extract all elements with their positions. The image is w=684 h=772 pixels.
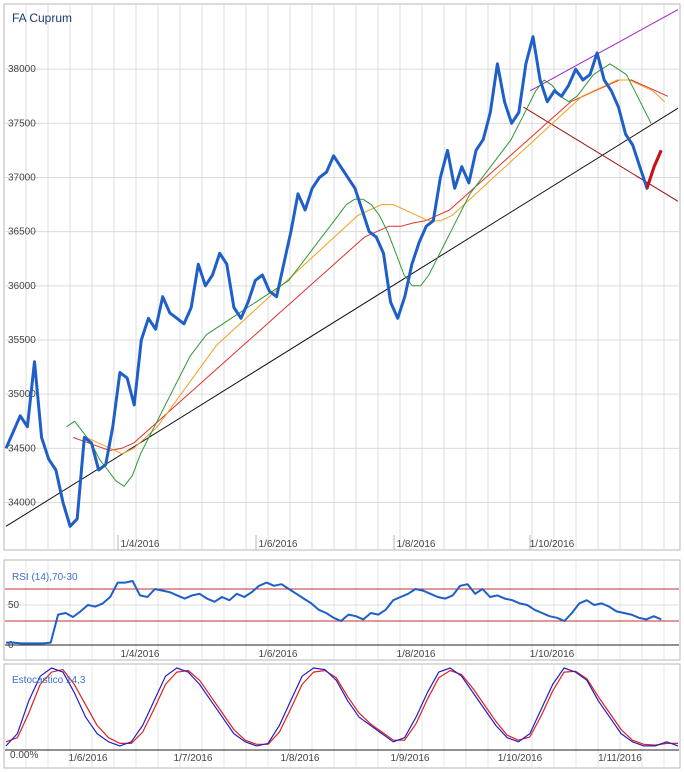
stoch-x-tick-label: 1/7/2016 bbox=[174, 753, 213, 764]
panel-frame-3 bbox=[3, 663, 681, 769]
main-y-tick-label: 34000 bbox=[8, 498, 36, 509]
stoch-y-tick-label: 0.00% bbox=[10, 750, 38, 761]
series-price-latest bbox=[645, 149, 663, 189]
rsi-line bbox=[6, 580, 662, 645]
trendline-support bbox=[5, 107, 679, 527]
stoch-x-tick-label: 1/8/2016 bbox=[281, 753, 320, 764]
trendline-upper bbox=[529, 9, 679, 92]
main-y-tick-label: 34500 bbox=[8, 443, 36, 454]
stoch-x-tick-label: 1/10/2016 bbox=[498, 753, 543, 764]
series-ma_medium bbox=[86, 79, 665, 455]
main-y-tick-label: 36500 bbox=[8, 227, 36, 238]
stoch-title: Estocástico 14,3 bbox=[12, 675, 86, 686]
main-x-tick-label: 1/6/2016 bbox=[259, 539, 298, 550]
panel-frame-1 bbox=[3, 3, 681, 551]
stoch-x-tick-label: 1/11/2016 bbox=[598, 753, 642, 764]
rsi-x-tick-label: 1/10/2016 bbox=[530, 649, 575, 660]
main-y-tick-label: 38000 bbox=[8, 64, 36, 75]
stoch-x-tick-label: 1/9/2016 bbox=[391, 753, 430, 764]
rsi-title: RSI (14),70-30 bbox=[12, 572, 78, 583]
rsi-x-tick-label: 1/4/2016 bbox=[121, 649, 160, 660]
main-x-tick-label: 1/10/2016 bbox=[530, 539, 575, 550]
main-y-tick-label: 37500 bbox=[8, 118, 36, 129]
rsi-x-tick-label: 1/8/2016 bbox=[397, 649, 436, 660]
main-y-tick-label: 35000 bbox=[8, 389, 36, 400]
panel-frame-2 bbox=[3, 559, 681, 661]
main-chart-title: FA Cuprum bbox=[12, 11, 72, 25]
main-x-tick-label: 1/8/2016 bbox=[397, 539, 436, 550]
stoch-x-tick-label: 1/6/2016 bbox=[69, 753, 108, 764]
main-y-tick-label: 35500 bbox=[8, 335, 36, 346]
series-price bbox=[4, 35, 663, 528]
main-x-tick-label: 1/4/2016 bbox=[121, 539, 160, 550]
main-y-tick-label: 37000 bbox=[8, 173, 36, 184]
stoch-line-d bbox=[5, 668, 678, 746]
rsi-y-tick-label: 0 bbox=[8, 640, 14, 651]
main-y-tick-label: 36000 bbox=[8, 281, 36, 292]
trendline-fall bbox=[523, 106, 679, 202]
stoch-line-k bbox=[5, 667, 679, 747]
rsi-x-tick-label: 1/6/2016 bbox=[259, 649, 298, 660]
rsi-y-tick-label: 50 bbox=[8, 600, 20, 611]
